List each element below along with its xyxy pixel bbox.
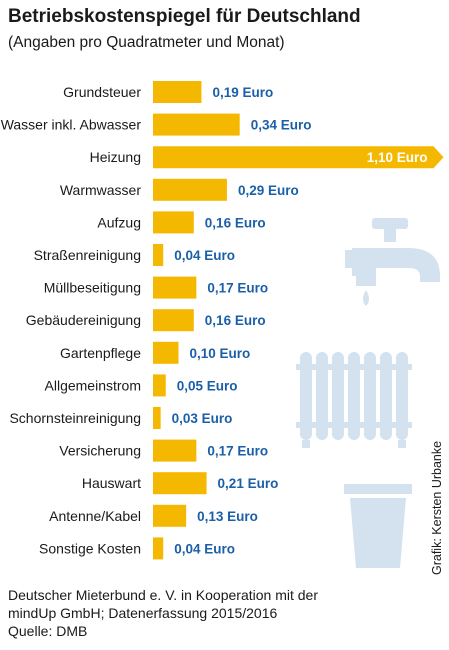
bar (153, 113, 240, 136)
bar (153, 374, 166, 397)
bar (153, 439, 197, 462)
bar-chart: Grundsteuer 0,19 Euro Wasser inkl. Abwasse… (1, 81, 444, 568)
category-label: Allgemeinstrom (45, 377, 141, 393)
bar (153, 211, 194, 234)
bar (153, 472, 207, 495)
category-label: Antenne/Kabel (49, 508, 141, 524)
value-label: 0,05 Euro (177, 378, 238, 393)
bar (153, 537, 164, 560)
footer-note: Deutscher Mieterbund e. V. in Kooperatio… (8, 586, 318, 640)
bar (153, 178, 227, 201)
value-label: 0,29 Euro (238, 183, 299, 198)
graphic-credit: Grafik: Kersten Urbanke (430, 440, 444, 575)
category-label: Wasser inkl. Abwasser (1, 117, 142, 133)
value-label: 0,17 Euro (207, 444, 268, 459)
decorative-icons (296, 218, 440, 568)
value-label: 0,03 Euro (172, 411, 233, 426)
category-label: Gebäudereinigung (26, 312, 141, 328)
footer-source: Quelle: DMB (8, 623, 88, 639)
value-label: 1,10 Euro (367, 150, 428, 165)
value-label: 0,13 Euro (197, 509, 258, 524)
faucet-icon (345, 218, 440, 306)
bars: Grundsteuer 0,19 Euro Wasser inkl. Abwasse… (1, 81, 444, 560)
category-label: Aufzug (97, 214, 141, 230)
bar (153, 407, 161, 429)
category-label: Hauswart (82, 475, 141, 491)
bucket-icon (344, 484, 412, 568)
value-label: 0,04 Euro (174, 248, 235, 263)
value-label: 0,16 Euro (205, 313, 266, 328)
category-label: Sonstige Kosten (39, 540, 141, 556)
bar (153, 276, 197, 299)
value-label: 0,10 Euro (190, 346, 251, 361)
value-label: 0,34 Euro (251, 118, 312, 133)
value-label: 0,21 Euro (218, 476, 279, 491)
bar (153, 81, 202, 103)
bar (153, 309, 194, 332)
footer-line-2: mindUp GmbH; Datenerfassung 2015/2016 (8, 605, 278, 621)
category-label: Warmwasser (60, 182, 141, 198)
category-label: Gartenpflege (60, 345, 141, 361)
category-label: Schornsteinreinigung (9, 410, 141, 426)
value-label: 0,19 Euro (212, 85, 273, 100)
chart-subtitle: (Angaben pro Quadratmeter und Monat) (8, 34, 285, 51)
bar (153, 244, 164, 266)
value-label: 0,16 Euro (205, 215, 266, 230)
bar (153, 341, 179, 364)
value-label: 0,04 Euro (174, 541, 235, 556)
category-label: Müllbeseitigung (44, 280, 141, 296)
value-label: 0,17 Euro (207, 281, 268, 296)
category-label: Grundsteuer (63, 84, 141, 100)
category-label: Straßenreinigung (34, 247, 141, 263)
category-label: Versicherung (59, 443, 141, 459)
bar (153, 146, 444, 169)
radiator-icon (296, 352, 412, 448)
bar (153, 504, 187, 527)
footer-line-1: Deutscher Mieterbund e. V. in Kooperatio… (8, 587, 318, 603)
category-label: Heizung (90, 149, 141, 165)
chart-title: Betriebskostenspiegel für Deutschland (8, 6, 361, 27)
